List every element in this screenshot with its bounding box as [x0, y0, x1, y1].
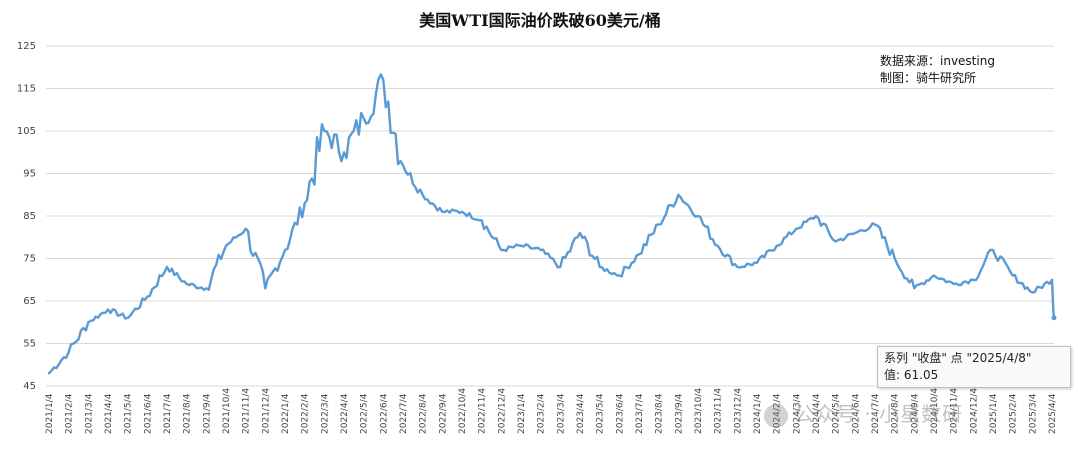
x-tick-label: 2022/3/4	[320, 393, 330, 434]
x-tick-label: 2024/8/4	[891, 393, 901, 434]
x-tick-label: 2021/2/4	[65, 393, 75, 434]
y-tick-label: 65	[23, 296, 36, 307]
tooltip-series-point: 系列 "收盘" 点 "2025/4/8"	[884, 351, 1032, 365]
x-tick-label: 2023/9/4	[674, 393, 684, 434]
series-line-close[interactable]	[47, 73, 1056, 375]
x-tick-label: 2023/5/4	[596, 393, 606, 434]
x-tick-label: 2022/7/4	[399, 393, 409, 434]
x-tick-label: 2022/5/4	[360, 393, 370, 434]
x-tick-label: 2024/3/4	[792, 393, 802, 434]
x-tick-label: 2025/1/4	[989, 393, 999, 434]
x-tick-label: 2022/10/4	[458, 388, 468, 434]
x-tick-label: 2023/11/4	[714, 388, 724, 434]
author-text: 制图：骑牛研究所	[880, 71, 977, 85]
x-tick-label: 2022/9/4	[438, 393, 448, 434]
x-tick-label: 2021/5/4	[124, 393, 134, 434]
x-tick-label: 2025/4/4	[1048, 393, 1058, 434]
x-tick-label: 2021/11/4	[242, 388, 252, 434]
x-tick-label: 2025/3/4	[1028, 393, 1038, 434]
x-tick-label: 2023/7/4	[635, 393, 645, 434]
x-tick-label: 2021/9/4	[202, 393, 212, 434]
x-tick-label: 2021/8/4	[183, 393, 193, 434]
x-tick-label: 2022/1/4	[281, 393, 291, 434]
data-tooltip: 系列 "收盘" 点 "2025/4/8" 值: 61.05	[877, 346, 1071, 388]
x-tick-label: 2022/8/4	[419, 393, 429, 434]
watermark-text: 公众号 · 小星数研	[794, 402, 964, 426]
x-tick-label: 2024/6/4	[851, 393, 861, 434]
x-tick-label: 2023/2/4	[537, 393, 547, 434]
x-tick-label: 2023/12/4	[733, 388, 743, 434]
x-tick-label: 2024/4/4	[812, 393, 822, 434]
x-tick-label: 2024/2/4	[773, 393, 783, 434]
y-tick-label: 55	[23, 339, 36, 350]
x-tick-label: 2023/8/4	[655, 393, 665, 434]
source-note: 数据来源：investing 制图：骑牛研究所	[880, 53, 995, 87]
data-point-last[interactable]	[1051, 315, 1057, 321]
y-axis-ticks: 45 55 65 75 85 95 105 115 125	[17, 41, 36, 392]
x-tick-label: 2023/3/4	[556, 393, 566, 434]
x-tick-label: 2021/12/4	[261, 388, 271, 434]
x-tick-label: 2021/6/4	[143, 393, 153, 434]
x-tick-label: 2021/3/4	[84, 393, 94, 434]
x-tick-label: 2023/1/4	[517, 393, 527, 434]
y-tick-label: 125	[17, 41, 36, 52]
x-tick-label: 2023/10/4	[694, 388, 704, 434]
y-tick-label: 75	[23, 254, 36, 265]
x-tick-label: 2021/4/4	[104, 393, 114, 434]
watermark: 公众号 · 小星数研	[764, 398, 963, 428]
x-tick-label: 2022/2/4	[301, 393, 311, 434]
tooltip-value: 值: 61.05	[884, 368, 939, 382]
y-tick-label: 115	[17, 84, 36, 95]
x-tick-label: 2025/2/4	[1009, 393, 1019, 434]
chart-title: 美国WTI国际油价跌破60美元/桶	[419, 11, 660, 30]
x-tick-label: 2022/4/4	[340, 393, 350, 434]
x-tick-label: 2023/6/4	[615, 393, 625, 434]
x-tick-label: 2023/4/4	[576, 393, 586, 434]
x-tick-label: 2024/7/4	[871, 393, 881, 434]
y-tick-label: 95	[23, 169, 36, 180]
wechat-icon	[764, 403, 788, 428]
x-tick-label: 2022/12/4	[497, 388, 507, 434]
y-tick-label: 45	[23, 381, 36, 392]
y-tick-label: 85	[23, 211, 36, 222]
x-tick-label: 2024/11/4	[950, 388, 960, 434]
x-tick-label: 2024/12/4	[969, 388, 979, 434]
x-tick-label: 2021/7/4	[163, 393, 173, 434]
gridlines	[46, 45, 1054, 387]
x-tick-label: 2024/10/4	[930, 388, 940, 434]
x-tick-label: 2024/9/4	[910, 393, 920, 434]
source-text: 数据来源：investing	[880, 54, 995, 68]
y-tick-label: 105	[17, 126, 36, 137]
x-tick-label: 2022/6/4	[379, 393, 389, 434]
x-tick-label: 2021/10/4	[222, 388, 232, 434]
x-tick-label: 2021/1/4	[45, 393, 55, 434]
x-tick-label: 2024/5/4	[832, 393, 842, 434]
x-tick-label: 2022/11/4	[478, 388, 488, 434]
x-axis-ticks: 2021/1/4 2021/2/4 2021/3/4 2021/4/4 2021/5/4…	[45, 388, 1058, 434]
x-tick-label: 2024/1/4	[753, 393, 763, 434]
